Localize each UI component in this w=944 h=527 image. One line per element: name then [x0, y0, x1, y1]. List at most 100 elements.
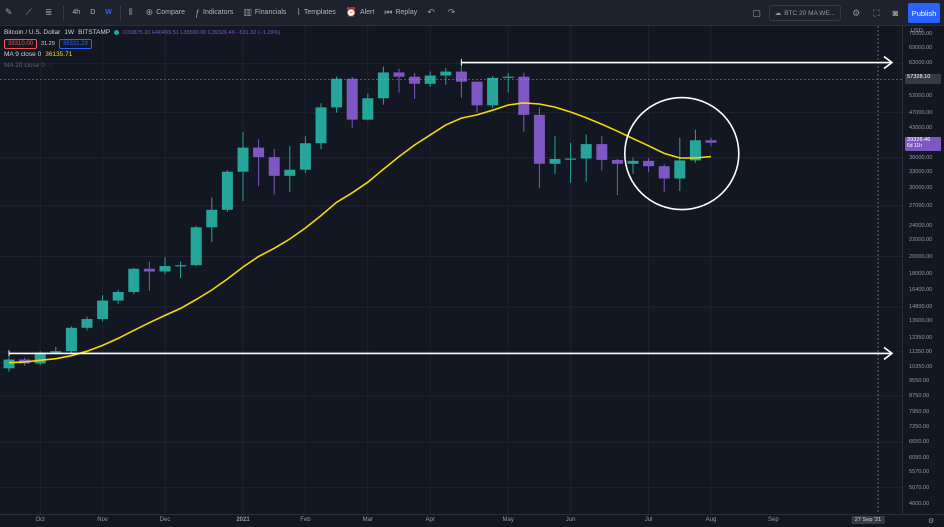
candle-body: [596, 144, 608, 160]
price-tick-label: 36000.00: [909, 154, 933, 161]
publish-button[interactable]: Publish: [908, 3, 940, 23]
candle-body: [253, 147, 265, 158]
symbol-interval: 1W: [64, 29, 75, 36]
buy-price[interactable]: 39331.29: [58, 38, 92, 49]
candle-body: [237, 147, 249, 172]
price-tick-label: 10350.00: [909, 364, 933, 371]
symbol-row: Bitcoin / U.S. Dollar 1W BITSTAMP O39875…: [4, 27, 284, 38]
price-chart[interactable]: [0, 26, 902, 514]
redo-button[interactable]: ↷: [443, 0, 464, 26]
price-axis[interactable]: USD 75000.00 69000.00 63000.00 52000.00 4700…: [902, 26, 944, 514]
price-tick-label: 5570.00: [909, 468, 930, 475]
price-tick-label: 75000.00: [909, 31, 933, 37]
financials-label: Financials: [254, 9, 287, 16]
highlight-circle: [623, 96, 740, 211]
financials-icon: ▥: [243, 7, 252, 17]
candle-body: [533, 114, 545, 164]
chart-type-button[interactable]: ⫴: [124, 0, 141, 26]
time-tick-label: 2021: [236, 517, 250, 523]
candle-body: [487, 77, 499, 106]
separator: [119, 5, 121, 20]
snapshot-camera-icon[interactable]: ◙: [892, 8, 898, 18]
candle-body: [268, 157, 280, 176]
price-tick-label: 12350.00: [909, 334, 933, 341]
time-axis[interactable]: 27 Sep '21 ⚙ Oct Nov Dec 2021 Feb Mar Apr May Ju…: [0, 514, 944, 527]
price-tick-label: 8750.00: [909, 392, 930, 399]
candle-body: [627, 160, 639, 164]
price-tick-label: 63000.00: [909, 60, 933, 67]
candle-body: [65, 327, 77, 352]
sell-price[interactable]: 39310.00: [4, 38, 38, 49]
ma1-row[interactable]: MA 9 close 0 36135.71: [4, 49, 284, 60]
interval-d[interactable]: D: [90, 9, 96, 16]
price-tick-label: 4600.00: [909, 501, 930, 507]
layout-toggle-icon[interactable]: ▢: [752, 7, 761, 18]
time-tick-label: Jul: [644, 517, 653, 523]
layout-name-button[interactable]: ☁ BTC 20 MA WE...: [768, 5, 842, 21]
undo-button[interactable]: ↶: [422, 0, 443, 26]
candle-body: [346, 78, 358, 120]
price-tick-label: 47000.00: [909, 109, 933, 116]
settings-gear-icon[interactable]: ⚙: [852, 7, 861, 18]
indicators-button[interactable]: ƒ Indicators: [190, 0, 238, 26]
price-tick-label: 7950.00: [909, 408, 930, 415]
candle-body: [549, 158, 561, 164]
price-tick-label: 69000.00: [909, 45, 933, 52]
price-tick-label: 52000.00: [909, 92, 933, 99]
time-tick-label: Oct: [35, 517, 45, 523]
candle-body: [206, 209, 218, 228]
alert-label: Alert: [359, 9, 375, 16]
candle-body: [190, 227, 202, 266]
indicators-label: Indicators: [203, 9, 234, 16]
crosshair-price-label: 57328.10: [905, 74, 941, 85]
price-tick-label: 22000.00: [909, 237, 933, 244]
time-tick-label: Mar: [362, 517, 373, 523]
templates-label: Templates: [303, 9, 336, 16]
moving-average-line: [8, 102, 712, 364]
price-tick-label: 24000.00: [909, 222, 933, 229]
candle-body: [3, 359, 15, 369]
interval-4h[interactable]: 4h: [72, 9, 81, 16]
symbol-name[interactable]: Bitcoin / U.S. Dollar: [4, 29, 61, 36]
ma2-row[interactable]: MA 20 close 0 ◌: [4, 60, 284, 71]
fullscreen-icon[interactable]: ⛶: [873, 7, 880, 18]
fib-tool-icon[interactable]: ≣: [44, 7, 53, 17]
brush-icon[interactable]: ✎: [5, 7, 13, 17]
candle-body: [455, 71, 467, 82]
price-tick-label: 6050.00: [909, 454, 930, 461]
candle-body: [159, 266, 171, 272]
axis-settings-icon[interactable]: ⚙: [928, 518, 935, 525]
candle-body: [658, 166, 670, 179]
price-tick-label: 33000.00: [909, 169, 933, 176]
replay-button[interactable]: ⏮ Replay: [379, 0, 422, 26]
candle-body: [128, 268, 140, 293]
last-price-value: 39326.46: [907, 136, 931, 143]
price-tick-label: 43000.00: [909, 124, 933, 131]
price-tick-label: 30000.00: [909, 185, 933, 192]
time-tick-label: Sep: [768, 517, 779, 523]
time-tick-label: May: [502, 517, 514, 523]
candle-body: [81, 319, 93, 328]
compare-button[interactable]: ⊕ Compare: [141, 0, 190, 26]
financials-button[interactable]: ▥ Financials: [238, 0, 291, 26]
alert-button[interactable]: ⏰ Alert: [341, 0, 380, 26]
time-tick-label: Feb: [300, 517, 311, 523]
eye-hidden-icon[interactable]: ◌: [48, 62, 53, 69]
candle-body: [611, 159, 623, 164]
candle-body: [502, 76, 514, 78]
candle-body: [377, 72, 389, 99]
interval-w[interactable]: W: [105, 9, 112, 16]
line-tool-icon[interactable]: ⟋: [25, 7, 32, 17]
price-tick-label: 6650.00: [909, 438, 930, 445]
time-tick-label: Nov: [97, 517, 108, 523]
time-tick-label: Dec: [159, 517, 171, 523]
time-tick-label: Aug: [705, 517, 717, 523]
separator: [63, 5, 65, 20]
price-tick-label: 16400.00: [909, 286, 933, 293]
time-tick-label: Apr: [425, 517, 435, 523]
last-price-label: 39326.46 6d 11h: [905, 136, 941, 151]
price-tick-label: 5070.00: [909, 484, 930, 491]
candle-body: [221, 171, 233, 210]
templates-button[interactable]: ⌇ Templates: [291, 0, 340, 26]
candle-body: [175, 265, 187, 267]
